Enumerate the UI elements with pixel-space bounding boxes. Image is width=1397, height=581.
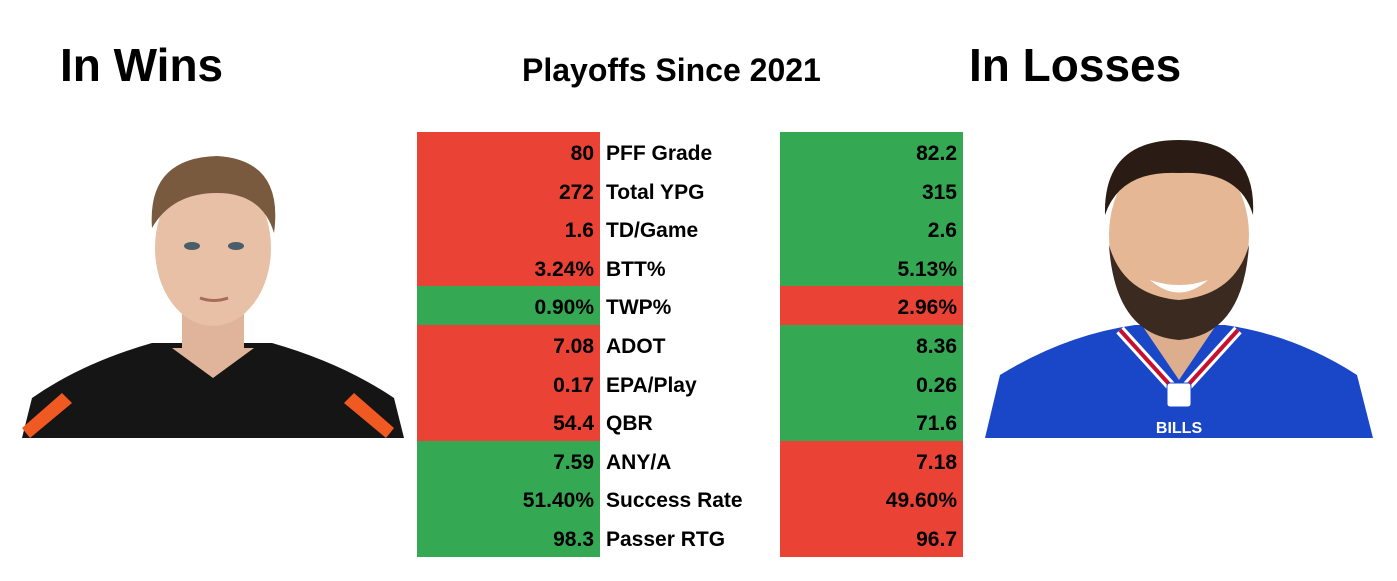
left-value: 272 [417,170,600,210]
right-value: 2.96% [780,286,963,325]
metric-label: TD/Game [606,219,699,243]
metric-label: PFF Grade [606,142,713,165]
right-value: 5.13% [780,247,963,287]
left-value: 51.40% [417,479,600,518]
left-value: 7.08 [417,325,600,364]
metric-label: QBR [606,412,653,436]
left-value: 54.4 [417,402,600,441]
right-value: 71.6 [780,402,963,441]
left-value: 1.6 [417,209,600,248]
right-value: 2.6 [780,209,963,248]
right-value: 82.2 [780,132,963,171]
left-title: In Wins [60,39,224,91]
left-player-image [22,156,404,438]
jersey-text: BILLS [1156,420,1203,437]
metric-label: EPA/Play [606,373,697,397]
metric-label: ANY/A [606,450,672,474]
left-value: 0.90% [417,286,600,325]
metric-label: TWP% [606,296,672,320]
right-value: 8.36 [780,325,963,364]
metric-label: Passer RTG [606,528,726,551]
right-player-image: BILLS [985,140,1373,438]
right-value: 0.26 [780,363,963,403]
metric-label: ADOT [606,335,666,358]
metric-label: Success Rate [606,489,743,513]
metric-label: BTT% [606,257,666,281]
left-value: 98.3 [417,518,600,557]
left-value: 80 [417,132,600,171]
left-value: 0.17 [417,363,600,403]
right-value: 315 [780,170,963,210]
right-value: 49.60% [780,479,963,518]
right-value: 96.7 [780,518,963,557]
right-value: 7.18 [780,440,963,480]
center-title: Playoffs Since 2021 [522,52,821,88]
right-title: In Losses [969,39,1182,91]
left-value: 7.59 [417,440,600,480]
left-value: 3.24% [417,247,600,287]
metric-label: Total YPG [606,180,705,204]
